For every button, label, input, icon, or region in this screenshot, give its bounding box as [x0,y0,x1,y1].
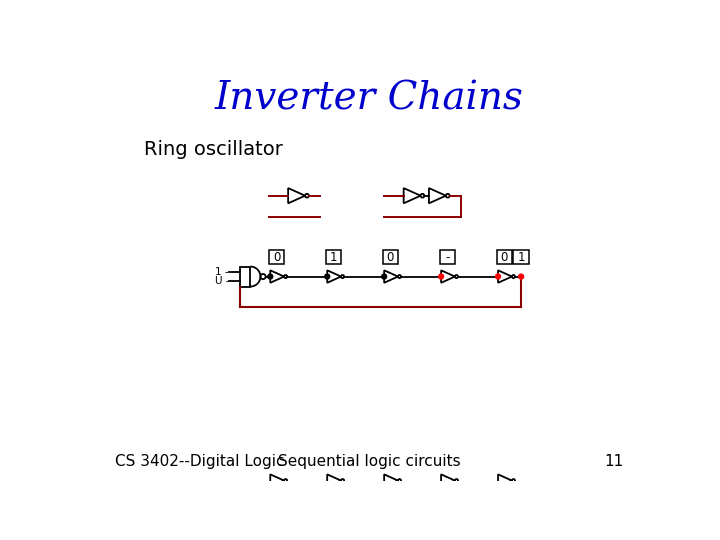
Circle shape [382,274,387,279]
Text: Ring oscillator: Ring oscillator [144,140,283,159]
Text: U -: U - [215,276,230,286]
Text: 0: 0 [500,251,508,264]
Circle shape [438,274,444,279]
Circle shape [325,274,330,279]
Bar [497,251,512,264]
Text: 1: 1 [330,251,337,264]
Bar [269,251,284,264]
Bar [513,251,528,264]
Text: 0: 0 [273,251,280,264]
Text: 1: 1 [518,251,525,264]
Bar [383,251,398,264]
Text: -: - [445,251,449,264]
Text: 0: 0 [387,251,394,264]
Text: Sequential logic circuits: Sequential logic circuits [278,454,460,469]
Text: 1 -: 1 - [215,267,229,277]
Text: 11: 11 [604,454,623,469]
Circle shape [268,274,273,279]
Bar [240,267,251,287]
Text: CS 3402--Digital Logic: CS 3402--Digital Logic [115,454,284,469]
Circle shape [495,274,500,279]
Bar [325,251,341,264]
Text: Inverter Chains: Inverter Chains [215,81,523,118]
Bar [440,251,455,264]
Circle shape [518,274,523,279]
